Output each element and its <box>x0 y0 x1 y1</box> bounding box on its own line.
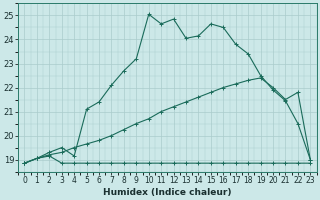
X-axis label: Humidex (Indice chaleur): Humidex (Indice chaleur) <box>103 188 232 197</box>
